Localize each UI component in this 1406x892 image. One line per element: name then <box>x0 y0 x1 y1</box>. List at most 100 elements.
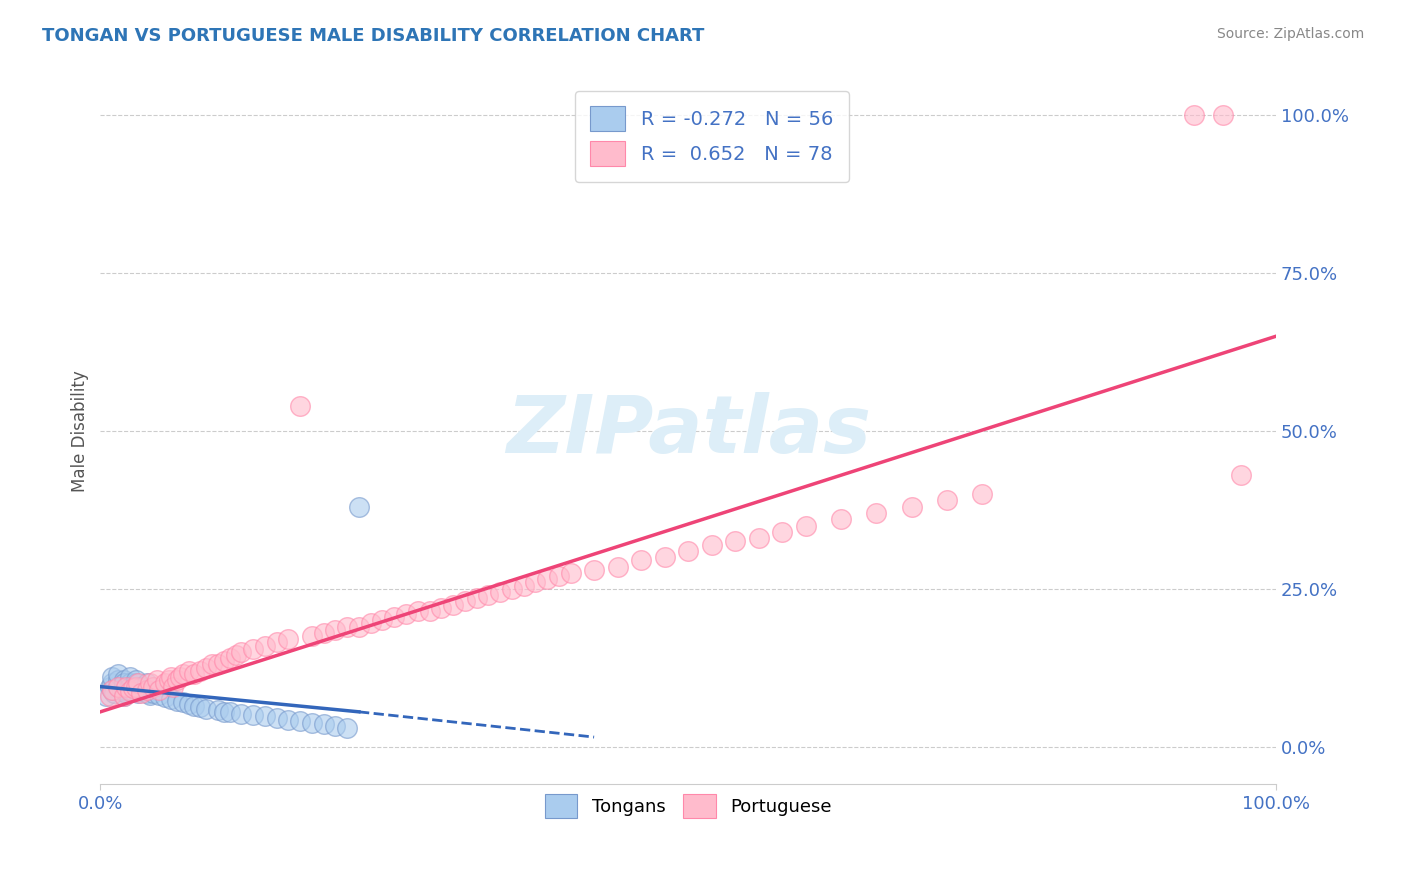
Point <box>748 531 770 545</box>
Point <box>157 673 180 688</box>
Point <box>148 688 170 702</box>
Point <box>207 657 229 672</box>
Point <box>101 682 124 697</box>
Point <box>177 664 200 678</box>
Point <box>98 680 121 694</box>
Point <box>560 566 582 580</box>
Point <box>371 613 394 627</box>
Point <box>138 676 160 690</box>
Point <box>501 582 523 596</box>
Point <box>160 670 183 684</box>
Point <box>900 500 922 514</box>
Point <box>124 673 146 688</box>
Point <box>700 537 723 551</box>
Point <box>101 670 124 684</box>
Point <box>630 553 652 567</box>
Point <box>290 714 312 729</box>
Point <box>406 604 429 618</box>
Point <box>127 676 149 690</box>
Point <box>101 676 124 690</box>
Point <box>131 684 153 698</box>
Point <box>606 559 628 574</box>
Point <box>122 681 145 696</box>
Point <box>118 676 141 690</box>
Point <box>136 682 159 697</box>
Point <box>131 680 153 694</box>
Point <box>536 572 558 586</box>
Point <box>277 713 299 727</box>
Point <box>654 550 676 565</box>
Point <box>325 719 347 733</box>
Point <box>136 676 159 690</box>
Point <box>124 680 146 694</box>
Point <box>312 717 335 731</box>
Point <box>395 607 418 621</box>
Point <box>830 512 852 526</box>
Point <box>142 686 165 700</box>
Point <box>277 632 299 647</box>
Point <box>583 563 606 577</box>
Text: Source: ZipAtlas.com: Source: ZipAtlas.com <box>1216 27 1364 41</box>
Point <box>1182 108 1205 122</box>
Point <box>201 657 224 672</box>
Point <box>115 686 138 700</box>
Point <box>290 399 312 413</box>
Point <box>169 670 191 684</box>
Text: ZIPatlas: ZIPatlas <box>506 392 870 470</box>
Point <box>166 694 188 708</box>
Point <box>207 703 229 717</box>
Point <box>301 629 323 643</box>
Point <box>231 706 253 721</box>
Point <box>131 686 153 700</box>
Point <box>138 688 160 702</box>
Point <box>183 698 205 713</box>
Point <box>195 701 218 715</box>
Point <box>172 667 194 681</box>
Point <box>172 695 194 709</box>
Point <box>127 686 149 700</box>
Point <box>312 626 335 640</box>
Point <box>122 684 145 698</box>
Point <box>547 569 569 583</box>
Point <box>107 673 129 688</box>
Point <box>115 680 138 694</box>
Point <box>770 524 793 539</box>
Point <box>418 604 440 618</box>
Point <box>177 697 200 711</box>
Point <box>136 682 159 697</box>
Point <box>1229 468 1251 483</box>
Point <box>325 623 347 637</box>
Point <box>253 639 276 653</box>
Point <box>347 619 370 633</box>
Point <box>512 578 534 592</box>
Point <box>98 689 121 703</box>
Point <box>724 534 747 549</box>
Point <box>118 670 141 684</box>
Point <box>301 715 323 730</box>
Point <box>865 506 887 520</box>
Point <box>1212 108 1234 122</box>
Point <box>218 705 240 719</box>
Point <box>253 709 276 723</box>
Point <box>162 680 184 694</box>
Point <box>266 711 288 725</box>
Point <box>153 676 176 690</box>
Point <box>124 680 146 694</box>
Point <box>107 680 129 694</box>
Point <box>118 682 141 697</box>
Point <box>96 689 118 703</box>
Point <box>336 721 359 735</box>
Point <box>124 676 146 690</box>
Point <box>382 610 405 624</box>
Point <box>242 641 264 656</box>
Point <box>136 686 159 700</box>
Point <box>112 689 135 703</box>
Point <box>188 664 211 678</box>
Point <box>112 680 135 694</box>
Point <box>266 635 288 649</box>
Point <box>166 673 188 688</box>
Point <box>212 654 235 668</box>
Point <box>524 575 547 590</box>
Point <box>107 680 129 694</box>
Point <box>489 585 512 599</box>
